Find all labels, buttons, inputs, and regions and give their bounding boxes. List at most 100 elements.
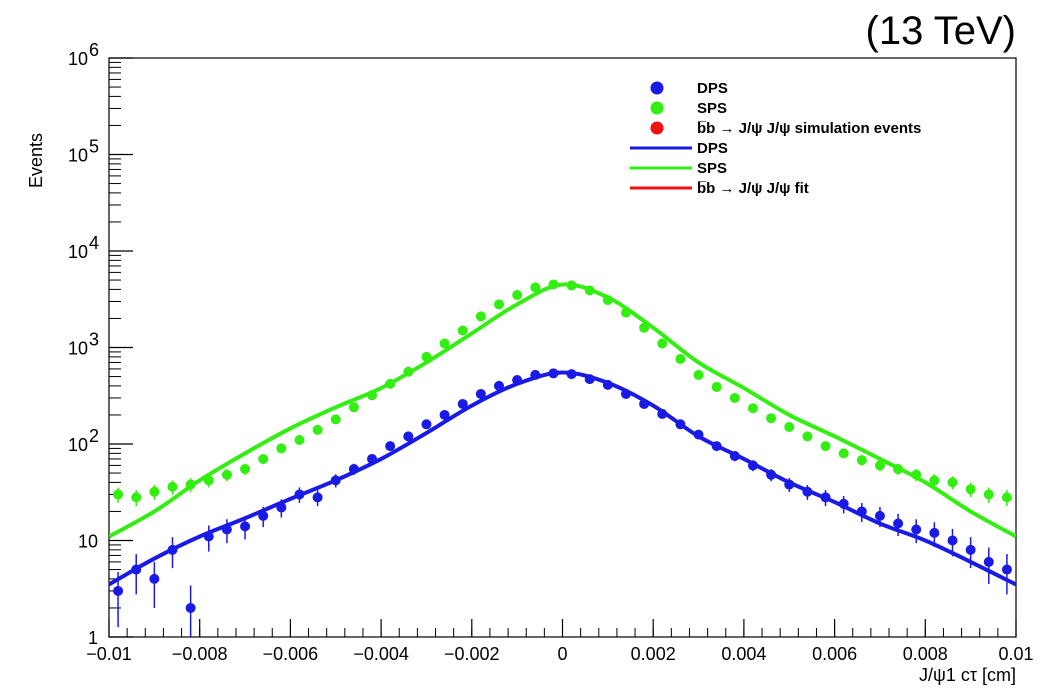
data-point (874, 460, 885, 471)
fit-curve (109, 370, 1016, 587)
data-point (367, 453, 378, 464)
data-point (385, 378, 396, 389)
data-point (729, 392, 740, 403)
data-point (874, 510, 885, 521)
data-point (548, 368, 559, 379)
y-tick-label: 10 (68, 146, 88, 166)
data-point (294, 489, 305, 500)
data-point (312, 492, 323, 503)
data-point (276, 443, 287, 454)
data-point (838, 498, 849, 509)
data-point (512, 375, 523, 386)
data-point (149, 573, 160, 584)
data-point (258, 453, 269, 464)
data-point (475, 388, 486, 399)
data-point (766, 469, 777, 480)
x-tick-label: 0.01 (998, 644, 1033, 664)
legend-label: b̅b → J/ψ J/ψ fit (697, 180, 809, 197)
data-point (856, 455, 867, 466)
data-point (784, 479, 795, 490)
data-point (385, 441, 396, 452)
data-point (620, 388, 631, 399)
x-tick-label: −0.006 (263, 644, 319, 664)
plot-frame (108, 57, 1017, 638)
data-point (439, 338, 450, 349)
data-point (421, 419, 432, 430)
legend-label: b̅b → J/ψ J/ψ simulation events (697, 120, 921, 137)
data-point (566, 369, 577, 380)
energy-label: (13 TeV) (866, 9, 1016, 53)
y-tick-exponent: 2 (89, 426, 99, 446)
y-tick-exponent: 4 (89, 233, 99, 253)
legend-label: DPS (697, 80, 728, 97)
fit-curve (109, 282, 1016, 539)
data-point (729, 451, 740, 462)
data-point (747, 460, 758, 471)
x-tick-label: 0.004 (721, 644, 766, 664)
data-point (203, 531, 214, 542)
legend: DPS SPS b̅b → J/ψ J/ψ simulation events DPS… (630, 80, 921, 197)
data-point (675, 419, 686, 430)
y-tick-label: 10 (68, 242, 88, 262)
legend-marker (650, 101, 664, 115)
data-point (929, 475, 940, 486)
y-tick-exponent: 5 (89, 137, 99, 157)
data-point (203, 475, 214, 486)
data-point (512, 289, 523, 300)
data-point (403, 366, 414, 377)
legend-marker (650, 121, 664, 135)
data-point (639, 322, 650, 333)
y-tick-label: 10 (78, 532, 98, 552)
data-point (802, 486, 813, 497)
data-point (584, 285, 595, 296)
data-point (530, 282, 541, 293)
x-tick-label: −0.01 (86, 644, 132, 664)
data-point (457, 325, 468, 336)
data-point (367, 390, 378, 401)
data-point (494, 299, 505, 310)
data-point (893, 518, 904, 529)
data-point (711, 441, 722, 452)
data-point (131, 492, 142, 503)
data-point (185, 602, 196, 613)
data-point (693, 369, 704, 380)
data-point (348, 464, 359, 475)
data-point (965, 484, 976, 495)
x-tick-label: −0.008 (172, 644, 228, 664)
x-tick-label: 0.008 (903, 644, 948, 664)
x-tick-label: 0.006 (812, 644, 857, 664)
plot-series (109, 279, 1016, 637)
data-point (548, 279, 559, 290)
data-point (657, 408, 668, 419)
data-point (185, 479, 196, 490)
x-tick-label: 0 (557, 644, 567, 664)
legend-label: SPS (697, 160, 727, 177)
data-point (566, 280, 577, 291)
data-point (1001, 492, 1012, 503)
data-point (802, 431, 813, 442)
data-point (911, 469, 922, 480)
legend-marker (650, 81, 664, 95)
data-point (820, 441, 831, 452)
data-point (530, 369, 541, 380)
data-point (113, 585, 124, 596)
y-tick-label: 10 (68, 49, 88, 69)
data-point (602, 379, 613, 390)
y-tick-label: 1 (88, 628, 98, 648)
data-point (330, 414, 341, 425)
y-axis-title: Events (26, 133, 46, 188)
data-point (675, 354, 686, 365)
plot-area (109, 279, 1016, 637)
y-tick-label: 10 (68, 435, 88, 455)
y-tick-exponent: 3 (89, 330, 99, 350)
x-axis: −0.01 −0.008 −0.006 −0.004 −0.002 0 0.002 0.004… (86, 619, 1034, 664)
data-point (240, 521, 251, 532)
data-point (167, 544, 178, 555)
data-point (620, 307, 631, 318)
data-point (983, 556, 994, 567)
data-point (911, 524, 922, 535)
legend-label: DPS (697, 140, 728, 157)
data-point (258, 510, 269, 521)
x-tick-label: −0.002 (444, 644, 500, 664)
